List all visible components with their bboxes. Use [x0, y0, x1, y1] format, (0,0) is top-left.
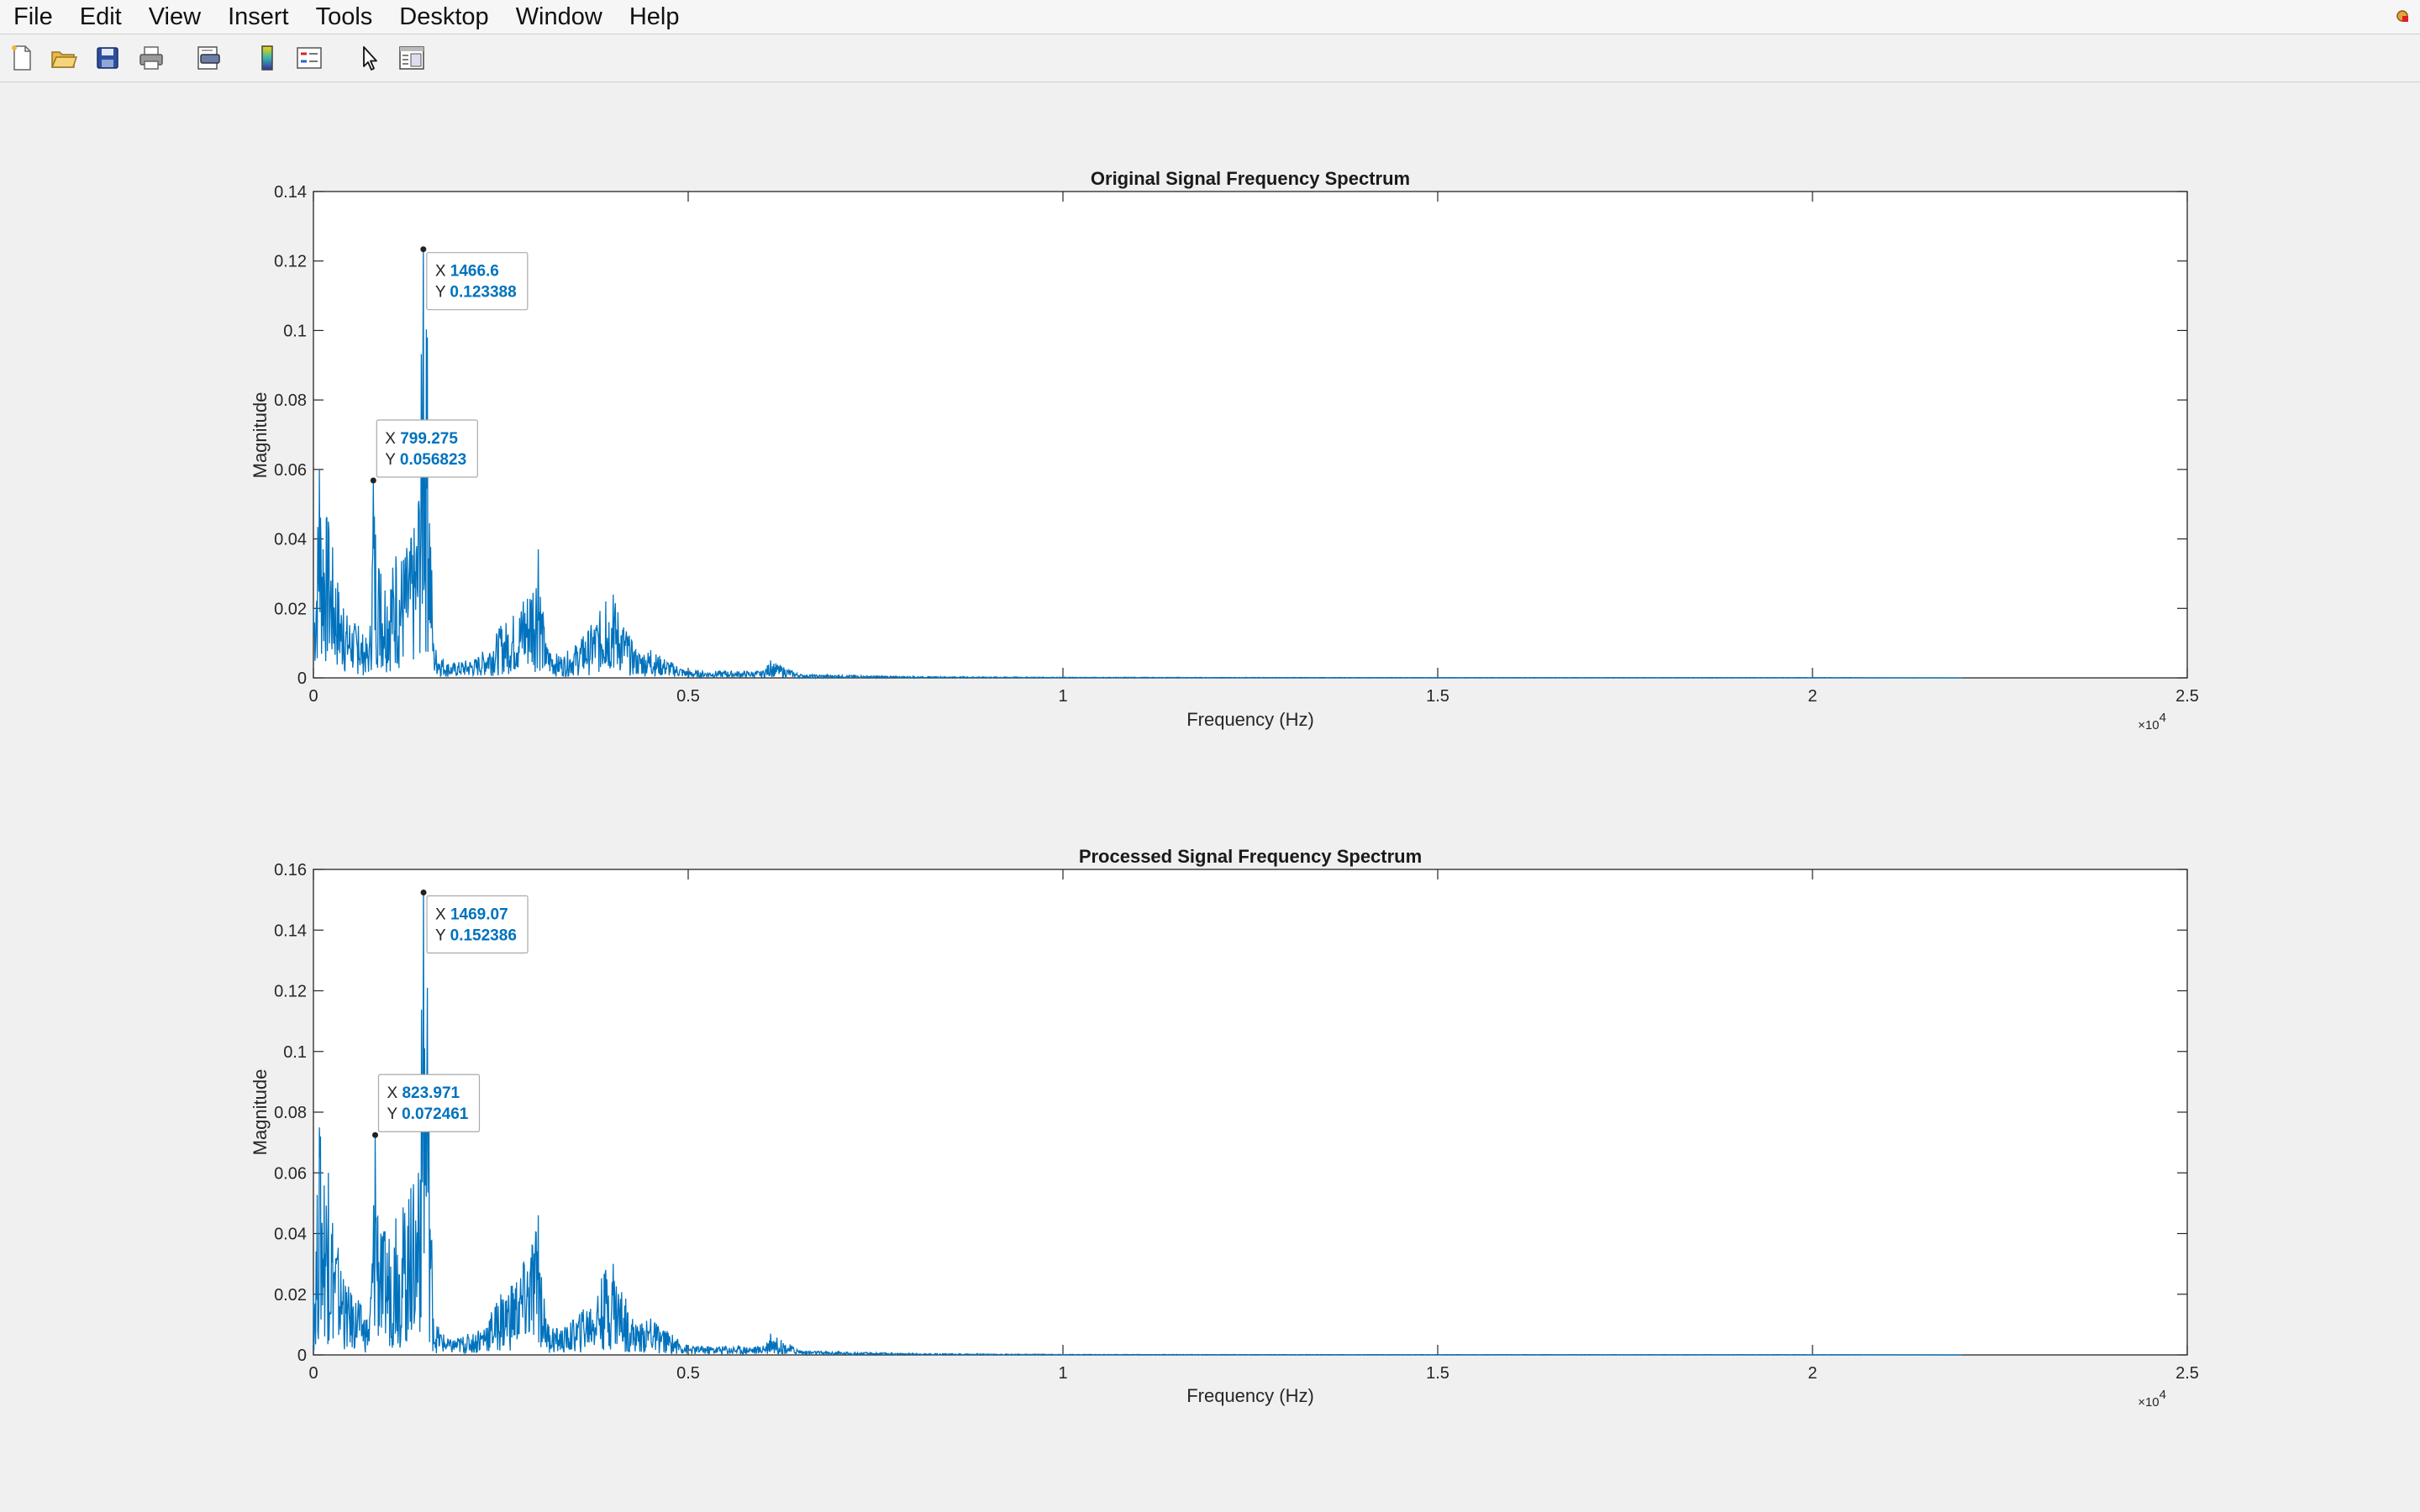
y-tick-label: 0.06 [274, 1164, 307, 1183]
y-tick-label: 0.04 [274, 1226, 307, 1244]
figure-canvas: Original Signal Frequency Spectrum Frequ… [0, 82, 2420, 1512]
datatip[interactable]: X 823.971 Y 0.072461 [371, 1074, 481, 1138]
spectrum-line [313, 892, 1963, 1357]
axes-box [313, 869, 2188, 1356]
axes-box [313, 191, 2188, 679]
menu-file[interactable]: File [13, 3, 53, 30]
datatip-x: X 823.971 [387, 1084, 460, 1102]
y-tick-label: 0 [297, 1347, 307, 1365]
open-folder-icon[interactable] [49, 43, 79, 73]
x-tick-label: 2.5 [2175, 687, 2199, 706]
x-ticks: 0 0.5 1 1.5 2 2.5 [308, 869, 2199, 1383]
y-tick-label: 0.14 [274, 183, 307, 202]
datatips: X 1466.6 Y 0.123388 X 799.275 Y 0.056823 [370, 246, 529, 484]
x-tick-label: 0.5 [676, 687, 700, 706]
datatip-y: Y 0.056823 [385, 451, 466, 469]
colorbar-icon[interactable] [252, 43, 282, 73]
datatip-box [426, 252, 529, 311]
datatip-marker[interactable] [371, 1131, 378, 1138]
y-tick-label: 0.12 [274, 253, 307, 271]
y-tick-label: 0.1 [283, 1043, 307, 1062]
datatip-marker[interactable] [420, 246, 427, 253]
menu-bar: File Edit View Insert Tools Desktop Wind… [0, 0, 2420, 34]
y-tick-label: 0.1 [283, 322, 307, 340]
figure-plots: Original Signal Frequency Spectrum Frequ… [250, 168, 2199, 1410]
x-tick-label: 0.5 [676, 1364, 700, 1383]
y-tick-label: 0.02 [274, 600, 307, 618]
y-axis-label: Magnitude [250, 1069, 271, 1156]
datatip-x: X 799.275 [385, 430, 458, 448]
menu-tools[interactable]: Tools [315, 3, 373, 30]
chart-title: Processed Signal Frequency Spectrum [1079, 846, 1422, 867]
x-tick-label: 1 [1058, 1364, 1067, 1383]
menu-insert[interactable]: Insert [228, 3, 289, 30]
datatip-y: Y 0.152386 [435, 927, 517, 945]
x-tick-label: 1.5 [1426, 687, 1449, 706]
spectrum-line [313, 249, 1963, 680]
y-ticks: 0 0.02 0.04 0.06 0.08 0.1 0.12 0.14 0.16 [274, 861, 2187, 1365]
y-tick-label: 0 [297, 669, 307, 688]
print-preview-icon[interactable] [193, 43, 224, 73]
y-tick-label: 0.16 [274, 861, 307, 879]
x-axis-label: Frequency (Hz) [1186, 709, 1314, 730]
x-ticks: 0 0.5 1 1.5 2 2.5 [308, 192, 2199, 706]
axes-original-spectrum[interactable]: Original Signal Frequency Spectrum Frequ… [250, 168, 2199, 732]
x-tick-label: 0 [308, 687, 318, 706]
datatip-box [377, 1074, 481, 1132]
y-tick-label: 0.04 [274, 531, 307, 549]
datatip-x: X 1466.6 [435, 263, 499, 281]
save-icon[interactable] [92, 43, 123, 73]
datatip-box [426, 895, 529, 954]
pointer-icon[interactable] [355, 43, 385, 73]
x-axis-label: Frequency (Hz) [1186, 1385, 1314, 1406]
datatip-x: X 1469.07 [435, 906, 508, 924]
x-tick-label: 2 [1807, 1364, 1817, 1383]
print-icon[interactable] [136, 43, 166, 73]
x-tick-label: 0 [308, 1364, 318, 1383]
menu-edit[interactable]: Edit [79, 3, 122, 30]
x-tick-label: 1 [1058, 687, 1067, 706]
datatip-marker[interactable] [420, 890, 427, 896]
menu-window[interactable]: Window [515, 3, 602, 30]
y-axis-label: Magnitude [250, 392, 271, 479]
datatips: X 1469.07 Y 0.152386 X 823.971 Y 0.072461 [371, 890, 529, 1138]
datatip-box [376, 419, 478, 478]
figure-toolbar [0, 34, 2420, 82]
property-editor-icon[interactable] [397, 43, 427, 73]
x-exponent-label: ×104 [2138, 1388, 2166, 1410]
y-tick-label: 0.08 [274, 1104, 307, 1122]
y-tick-label: 0.12 [274, 983, 307, 1001]
datatip-y: Y 0.072461 [387, 1105, 468, 1123]
menu-help[interactable]: Help [629, 3, 680, 30]
x-tick-label: 2 [1807, 687, 1817, 706]
datatip[interactable]: X 799.275 Y 0.056823 [370, 419, 478, 484]
chart-title: Original Signal Frequency Spectrum [1091, 168, 1410, 189]
dock-figure-icon[interactable] [2395, 8, 2410, 24]
legend-icon[interactable] [294, 43, 324, 73]
x-exponent-label: ×104 [2138, 711, 2166, 732]
datatip[interactable]: X 1466.6 Y 0.123388 [420, 246, 529, 311]
y-tick-label: 0.08 [274, 391, 307, 410]
datatip-y: Y 0.123388 [435, 284, 517, 302]
y-tick-label: 0.06 [274, 461, 307, 480]
datatip[interactable]: X 1469.07 Y 0.152386 [420, 890, 529, 954]
datatip-marker[interactable] [370, 477, 376, 484]
y-tick-label: 0.02 [274, 1286, 307, 1305]
x-tick-label: 2.5 [2175, 1364, 2199, 1383]
menu-desktop[interactable]: Desktop [399, 3, 489, 30]
new-figure-icon[interactable] [7, 43, 37, 73]
x-tick-label: 1.5 [1426, 1364, 1449, 1383]
menu-view[interactable]: View [148, 3, 202, 30]
y-ticks: 0 0.02 0.04 0.06 0.08 0.1 0.12 0.14 [274, 183, 2187, 688]
y-tick-label: 0.14 [274, 921, 307, 940]
axes-processed-spectrum[interactable]: Processed Signal Frequency Spectrum Freq… [250, 846, 2199, 1410]
